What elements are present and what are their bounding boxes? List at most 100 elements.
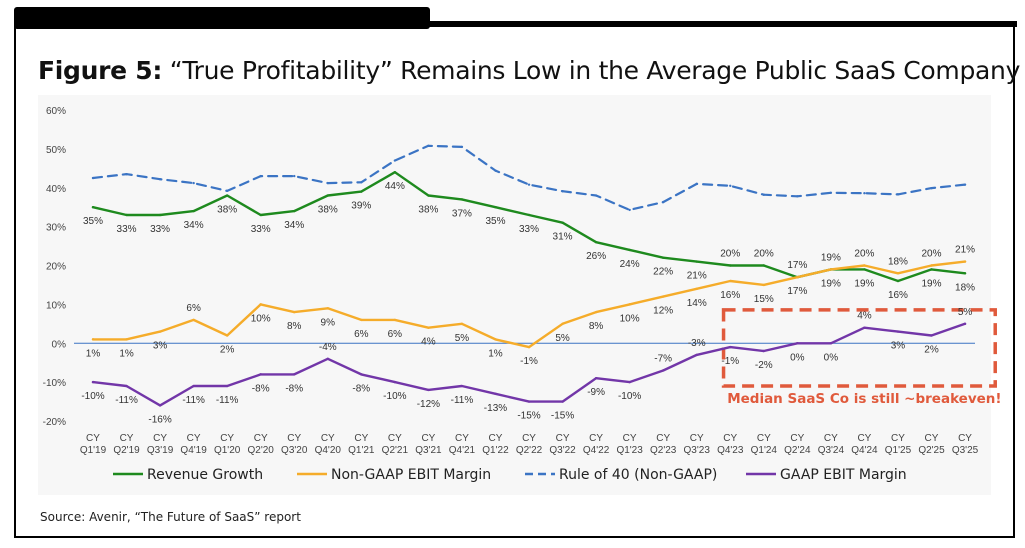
data-point-rule40	[661, 200, 665, 204]
data-point-revenue	[326, 194, 329, 197]
x-tick-label: Q4'20	[315, 445, 342, 456]
data-label-gaap: -8%	[252, 383, 270, 394]
data-point-nongaap	[594, 310, 598, 314]
data-label-revenue: 34%	[184, 220, 204, 231]
data-label-revenue: 20%	[754, 249, 774, 260]
data-label-revenue: 17%	[787, 286, 807, 297]
data-point-nongaap	[527, 345, 531, 349]
x-tick-prefix: CY	[120, 433, 134, 444]
x-tick-label: Q3'25	[952, 445, 979, 456]
data-point-rule40	[225, 189, 229, 193]
data-point-rule40	[963, 183, 967, 186]
data-point-rule40	[293, 174, 296, 178]
data-point-nongaap	[896, 272, 900, 275]
data-label-gaap: -10%	[618, 391, 641, 402]
data-label-nongaap: 17%	[787, 260, 807, 271]
data-point-rule40	[91, 176, 95, 180]
data-label-gaap: -15%	[551, 411, 574, 422]
data-point-revenue	[427, 194, 430, 197]
data-label-gaap: -11%	[216, 395, 239, 406]
data-label-nongaap: 10%	[251, 313, 271, 324]
x-tick-label: Q2'24	[784, 445, 811, 456]
data-point-revenue	[695, 260, 698, 263]
data-point-rule40	[460, 145, 464, 149]
data-label-nongaap: 16%	[720, 290, 740, 301]
x-tick-prefix: CY	[388, 433, 402, 444]
data-point-revenue	[192, 209, 195, 213]
y-tick-label: 50%	[46, 145, 66, 156]
data-point-revenue	[494, 205, 497, 209]
data-label-nongaap: 20%	[854, 249, 874, 260]
y-tick-label: 0%	[52, 339, 67, 350]
data-label-revenue: 33%	[150, 224, 170, 235]
data-label-gaap: -15%	[517, 411, 540, 422]
x-tick-label: Q3'21	[415, 445, 442, 456]
x-tick-label: Q1'19	[80, 445, 107, 456]
x-tick-prefix: CY	[489, 433, 503, 444]
data-label-gaap: -7%	[654, 353, 672, 364]
data-point-rule40	[192, 181, 195, 185]
data-point-rule40	[527, 183, 531, 186]
x-tick-prefix: CY	[321, 433, 335, 444]
data-point-nongaap	[561, 322, 564, 326]
data-point-revenue	[930, 268, 933, 271]
data-point-revenue	[561, 221, 564, 224]
data-point-nongaap	[762, 283, 765, 287]
x-tick-prefix: CY	[790, 433, 804, 444]
figure-title-text: “True Profitability” Remains Low in the …	[169, 56, 1021, 85]
data-point-rule40	[695, 182, 698, 186]
data-point-gaap	[729, 345, 732, 349]
data-point-gaap	[158, 404, 162, 407]
data-label-nongaap: 8%	[589, 321, 604, 332]
x-tick-label: Q2'20	[248, 445, 275, 456]
data-label-revenue: 21%	[687, 271, 707, 282]
data-point-gaap	[863, 326, 866, 329]
x-tick-label: Q2'21	[382, 445, 409, 456]
data-label-revenue: 35%	[485, 216, 505, 227]
data-label-gaap: 0%	[790, 352, 805, 363]
series-line-nongaap	[91, 260, 967, 349]
data-point-revenue	[393, 171, 397, 174]
data-point-rule40	[125, 172, 128, 176]
data-label-nongaap: 12%	[653, 306, 673, 317]
data-label-revenue: 35%	[83, 216, 103, 227]
data-point-rule40	[326, 181, 329, 185]
data-point-rule40	[393, 159, 397, 162]
data-label-revenue: 38%	[418, 205, 438, 216]
x-tick-prefix: CY	[757, 433, 771, 444]
data-point-nongaap	[125, 338, 128, 341]
x-tick-label: Q1'22	[482, 445, 509, 456]
data-point-gaap	[963, 322, 967, 326]
data-point-nongaap	[427, 326, 430, 329]
data-point-nongaap	[863, 264, 866, 267]
data-label-gaap: -13%	[484, 403, 507, 414]
x-tick-prefix: CY	[354, 433, 368, 444]
x-tick-label: Q1'20	[214, 445, 241, 456]
data-label-nongaap: 10%	[620, 313, 640, 324]
x-tick-label: Q2'19	[113, 445, 140, 456]
data-label-revenue: 26%	[586, 251, 606, 262]
data-point-gaap	[695, 353, 698, 357]
x-tick-prefix: CY	[857, 433, 871, 444]
data-point-nongaap	[494, 338, 497, 341]
data-point-gaap	[762, 349, 765, 353]
x-tick-prefix: CY	[824, 433, 838, 444]
data-point-gaap	[527, 400, 531, 403]
x-tick-prefix: CY	[891, 433, 905, 444]
data-point-revenue	[293, 209, 296, 213]
x-tick-label: Q1'23	[616, 445, 643, 456]
data-point-revenue	[896, 279, 900, 283]
data-label-nongaap: 4%	[421, 337, 436, 348]
data-point-gaap	[91, 380, 95, 384]
legend-label-nongaap: Non-GAAP EBIT Margin	[331, 467, 491, 483]
source-note: Source: Avenir, “The Future of SaaS” rep…	[40, 510, 301, 524]
data-label-gaap: -9%	[587, 387, 605, 398]
y-tick-label: 10%	[46, 300, 66, 311]
data-point-revenue	[91, 205, 95, 209]
x-tick-label: Q1'25	[885, 445, 912, 456]
data-label-gaap: -1%	[721, 356, 739, 367]
data-label-nongaap: 6%	[186, 303, 201, 314]
data-label-revenue: 33%	[251, 224, 271, 235]
data-point-nongaap	[293, 310, 296, 314]
